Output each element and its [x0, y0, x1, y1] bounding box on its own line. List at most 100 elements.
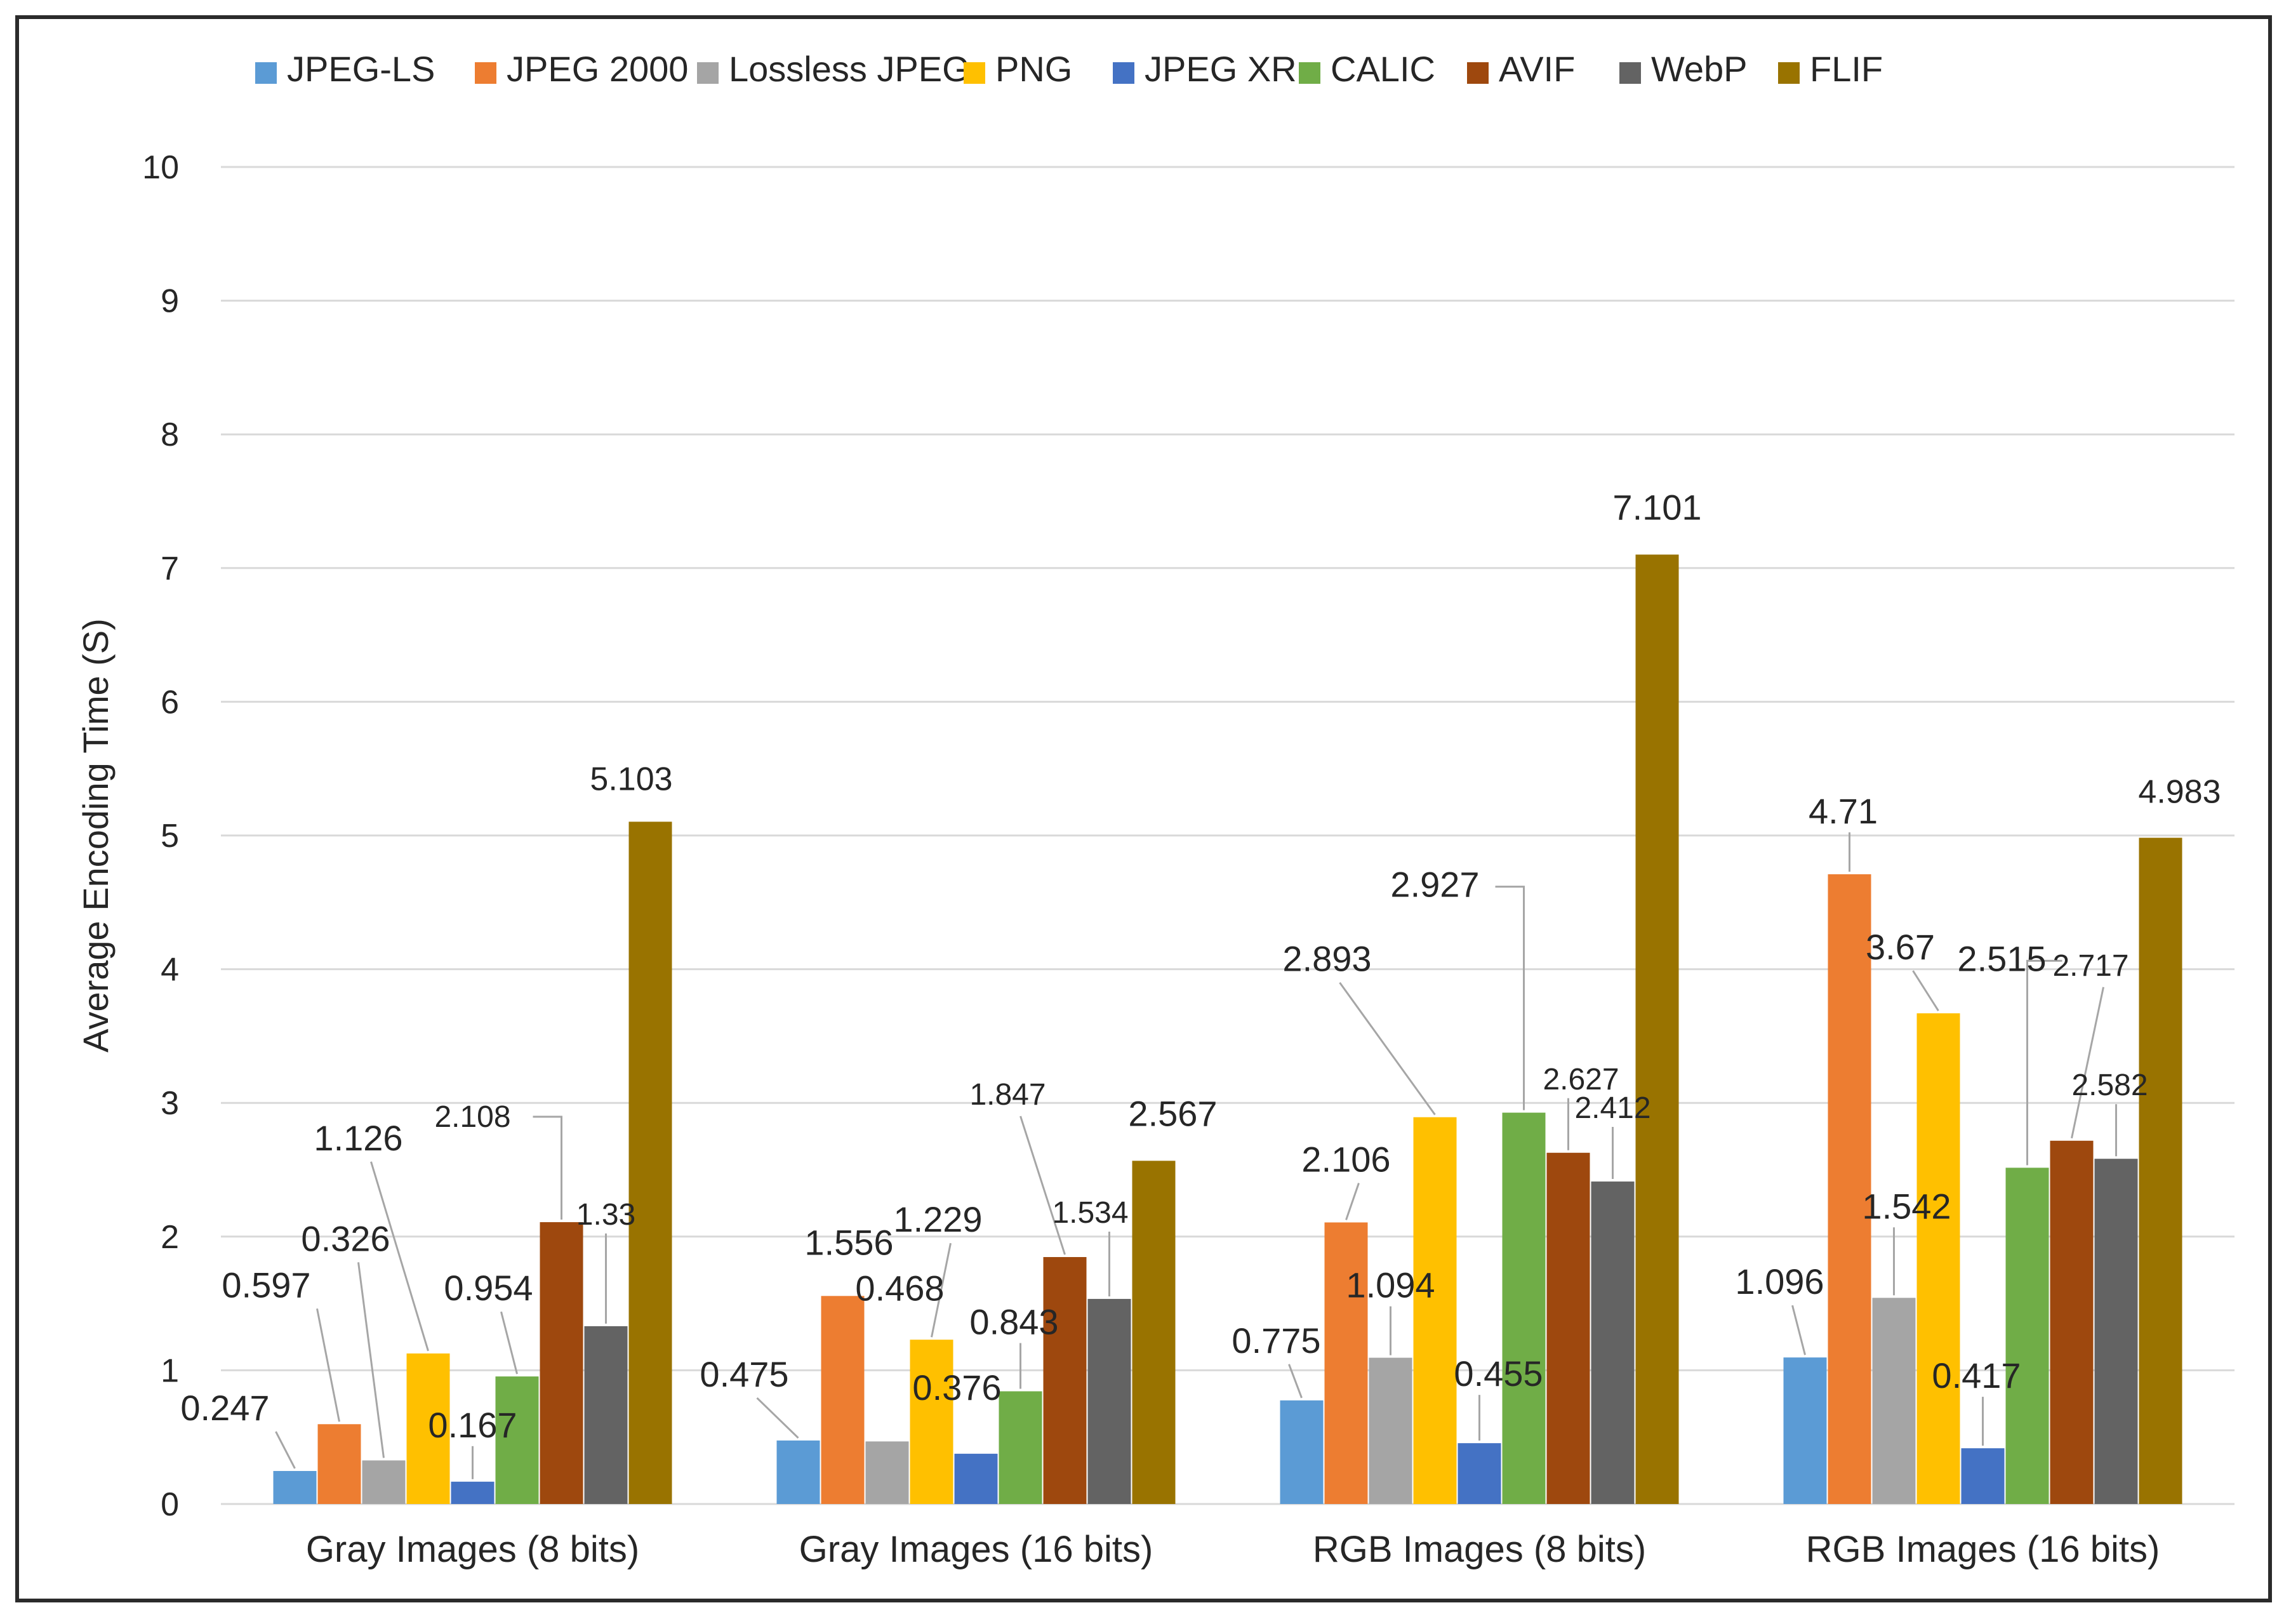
bar-jpeg-xr [1961, 1448, 2005, 1504]
bar-jpeg-xr [1458, 1443, 1501, 1504]
bar-calic [1502, 1112, 1546, 1504]
leader-line [275, 1431, 296, 1469]
bar-jpeg-2000 [821, 1296, 865, 1504]
leader-line [1345, 1182, 1360, 1220]
data-label: 0.247 [180, 1388, 269, 1428]
data-label: 1.534 [1052, 1196, 1128, 1230]
data-label: 0.954 [444, 1268, 533, 1308]
bar-lossless-jpeg [1872, 1298, 1916, 1504]
x-category-label: RGB Images (16 bits) [1806, 1529, 2160, 1570]
data-label: 5.103 [590, 761, 672, 797]
bar-jpeg-ls [1280, 1400, 1324, 1504]
bar-webp [2094, 1159, 2138, 1504]
data-label: 1.542 [1862, 1186, 1951, 1226]
bar-jpeg-2000 [1324, 1222, 1368, 1504]
bar-lossless-jpeg [865, 1441, 909, 1504]
data-label: 7.101 [1612, 488, 1701, 528]
data-label: 4.983 [2138, 774, 2221, 811]
y-axis-title: Average Encoding Time (S) [76, 618, 116, 1053]
data-label: 1.126 [314, 1118, 402, 1158]
data-label: 0.843 [969, 1301, 1058, 1341]
legend-label: WebP [1651, 49, 1747, 89]
leader-line [1495, 886, 1525, 1110]
bars [273, 554, 2182, 1504]
bar-avif [1546, 1152, 1590, 1504]
legend-label: PNG [995, 49, 1072, 89]
leader-line [1019, 1115, 1066, 1255]
y-tick-label: 2 [161, 1219, 179, 1256]
data-label: 0.775 [1232, 1321, 1320, 1361]
data-label: 2.412 [1574, 1091, 1650, 1125]
legend: JPEG-LS JPEG 2000 Lossless JPEG PNG JPEG XR C… [255, 49, 1883, 89]
bar-webp [1591, 1181, 1635, 1504]
bar-avif [540, 1222, 583, 1504]
data-label: 4.71 [1809, 791, 1878, 831]
x-category-label: Gray Images (8 bits) [306, 1529, 639, 1570]
leader-line [370, 1161, 429, 1352]
data-label: 2.893 [1282, 939, 1371, 979]
x-axis-categories: Gray Images (8 bits) Gray Images (16 bits… [306, 1529, 2160, 1570]
x-category-label: Gray Images (16 bits) [799, 1529, 1153, 1570]
leader-line [2026, 959, 2062, 1166]
y-tick-label: 3 [161, 1085, 179, 1122]
bar-calic [2005, 1168, 2049, 1504]
legend-label: JPEG-LS [287, 49, 435, 89]
legend-label: JPEG XR [1145, 49, 1297, 89]
bar-jpeg-2000 [317, 1424, 361, 1504]
bar-png [1916, 1013, 1960, 1504]
data-label: 0.167 [428, 1405, 517, 1445]
data-labels: 0.247 0.597 0.326 1.126 0.167 0.954 2.108 1.33 5… [180, 488, 2221, 1445]
legend-swatch [255, 62, 277, 84]
bar-jpeg-ls [1783, 1357, 1827, 1504]
bar-jpeg-ls [273, 1470, 317, 1504]
legend-swatch [1467, 62, 1489, 84]
leader-line [1288, 1364, 1303, 1399]
bar-avif [1043, 1257, 1087, 1504]
x-category-label: RGB Images (8 bits) [1313, 1529, 1646, 1570]
leader-line [2071, 987, 2104, 1139]
bar-webp [1087, 1298, 1131, 1504]
data-label: 1.229 [893, 1199, 982, 1239]
leader-line [316, 1308, 340, 1422]
y-tick-label: 5 [161, 818, 179, 855]
leader-line [357, 1262, 385, 1458]
bar-flif [2139, 837, 2182, 1504]
leader-line [756, 1397, 799, 1439]
leader-line [1339, 982, 1436, 1115]
legend-swatch [475, 62, 496, 84]
bar-jpeg-2000 [1828, 874, 1871, 1504]
label-leader-lines [275, 832, 2117, 1479]
legend-swatch [1619, 62, 1641, 84]
data-label: 2.567 [1128, 1093, 1217, 1133]
legend-swatch [1778, 62, 1800, 84]
y-tick-label: 6 [161, 684, 179, 721]
data-label: 1.096 [1735, 1261, 1824, 1301]
data-label: 2.717 [2052, 949, 2128, 983]
bar-calic [495, 1376, 539, 1504]
legend-swatch [964, 62, 985, 84]
legend-label: AVIF [1499, 49, 1575, 89]
bar-flif [628, 822, 672, 1504]
bar-calic [999, 1391, 1042, 1504]
bar-jpeg-xr [954, 1453, 998, 1504]
bar-png [910, 1340, 953, 1504]
bar-flif [1635, 554, 1679, 1504]
leader-line [533, 1115, 562, 1220]
legend-swatch [1299, 62, 1320, 84]
chart-frame: 0 1 2 3 4 5 6 7 8 9 10 0.247 0.597 0.326 1.126 0.167 0.… [15, 15, 2272, 1602]
y-tick-label: 9 [161, 283, 179, 320]
bar-webp [584, 1326, 628, 1504]
y-tick-label: 10 [142, 149, 179, 186]
data-label: 2.582 [2071, 1068, 2148, 1102]
legend-label: CALIC [1331, 49, 1435, 89]
data-label: 2.927 [1390, 865, 1479, 905]
y-axis-ticks: 0 1 2 3 4 5 6 7 8 9 10 [142, 149, 179, 1523]
data-label: 0.326 [301, 1218, 390, 1258]
bar-jpeg-ls [776, 1440, 820, 1504]
data-label: 1.556 [804, 1222, 893, 1262]
legend-label: JPEG 2000 [507, 49, 688, 89]
y-tick-label: 1 [161, 1352, 179, 1389]
data-label: 0.468 [855, 1268, 944, 1308]
bar-png [406, 1353, 450, 1504]
